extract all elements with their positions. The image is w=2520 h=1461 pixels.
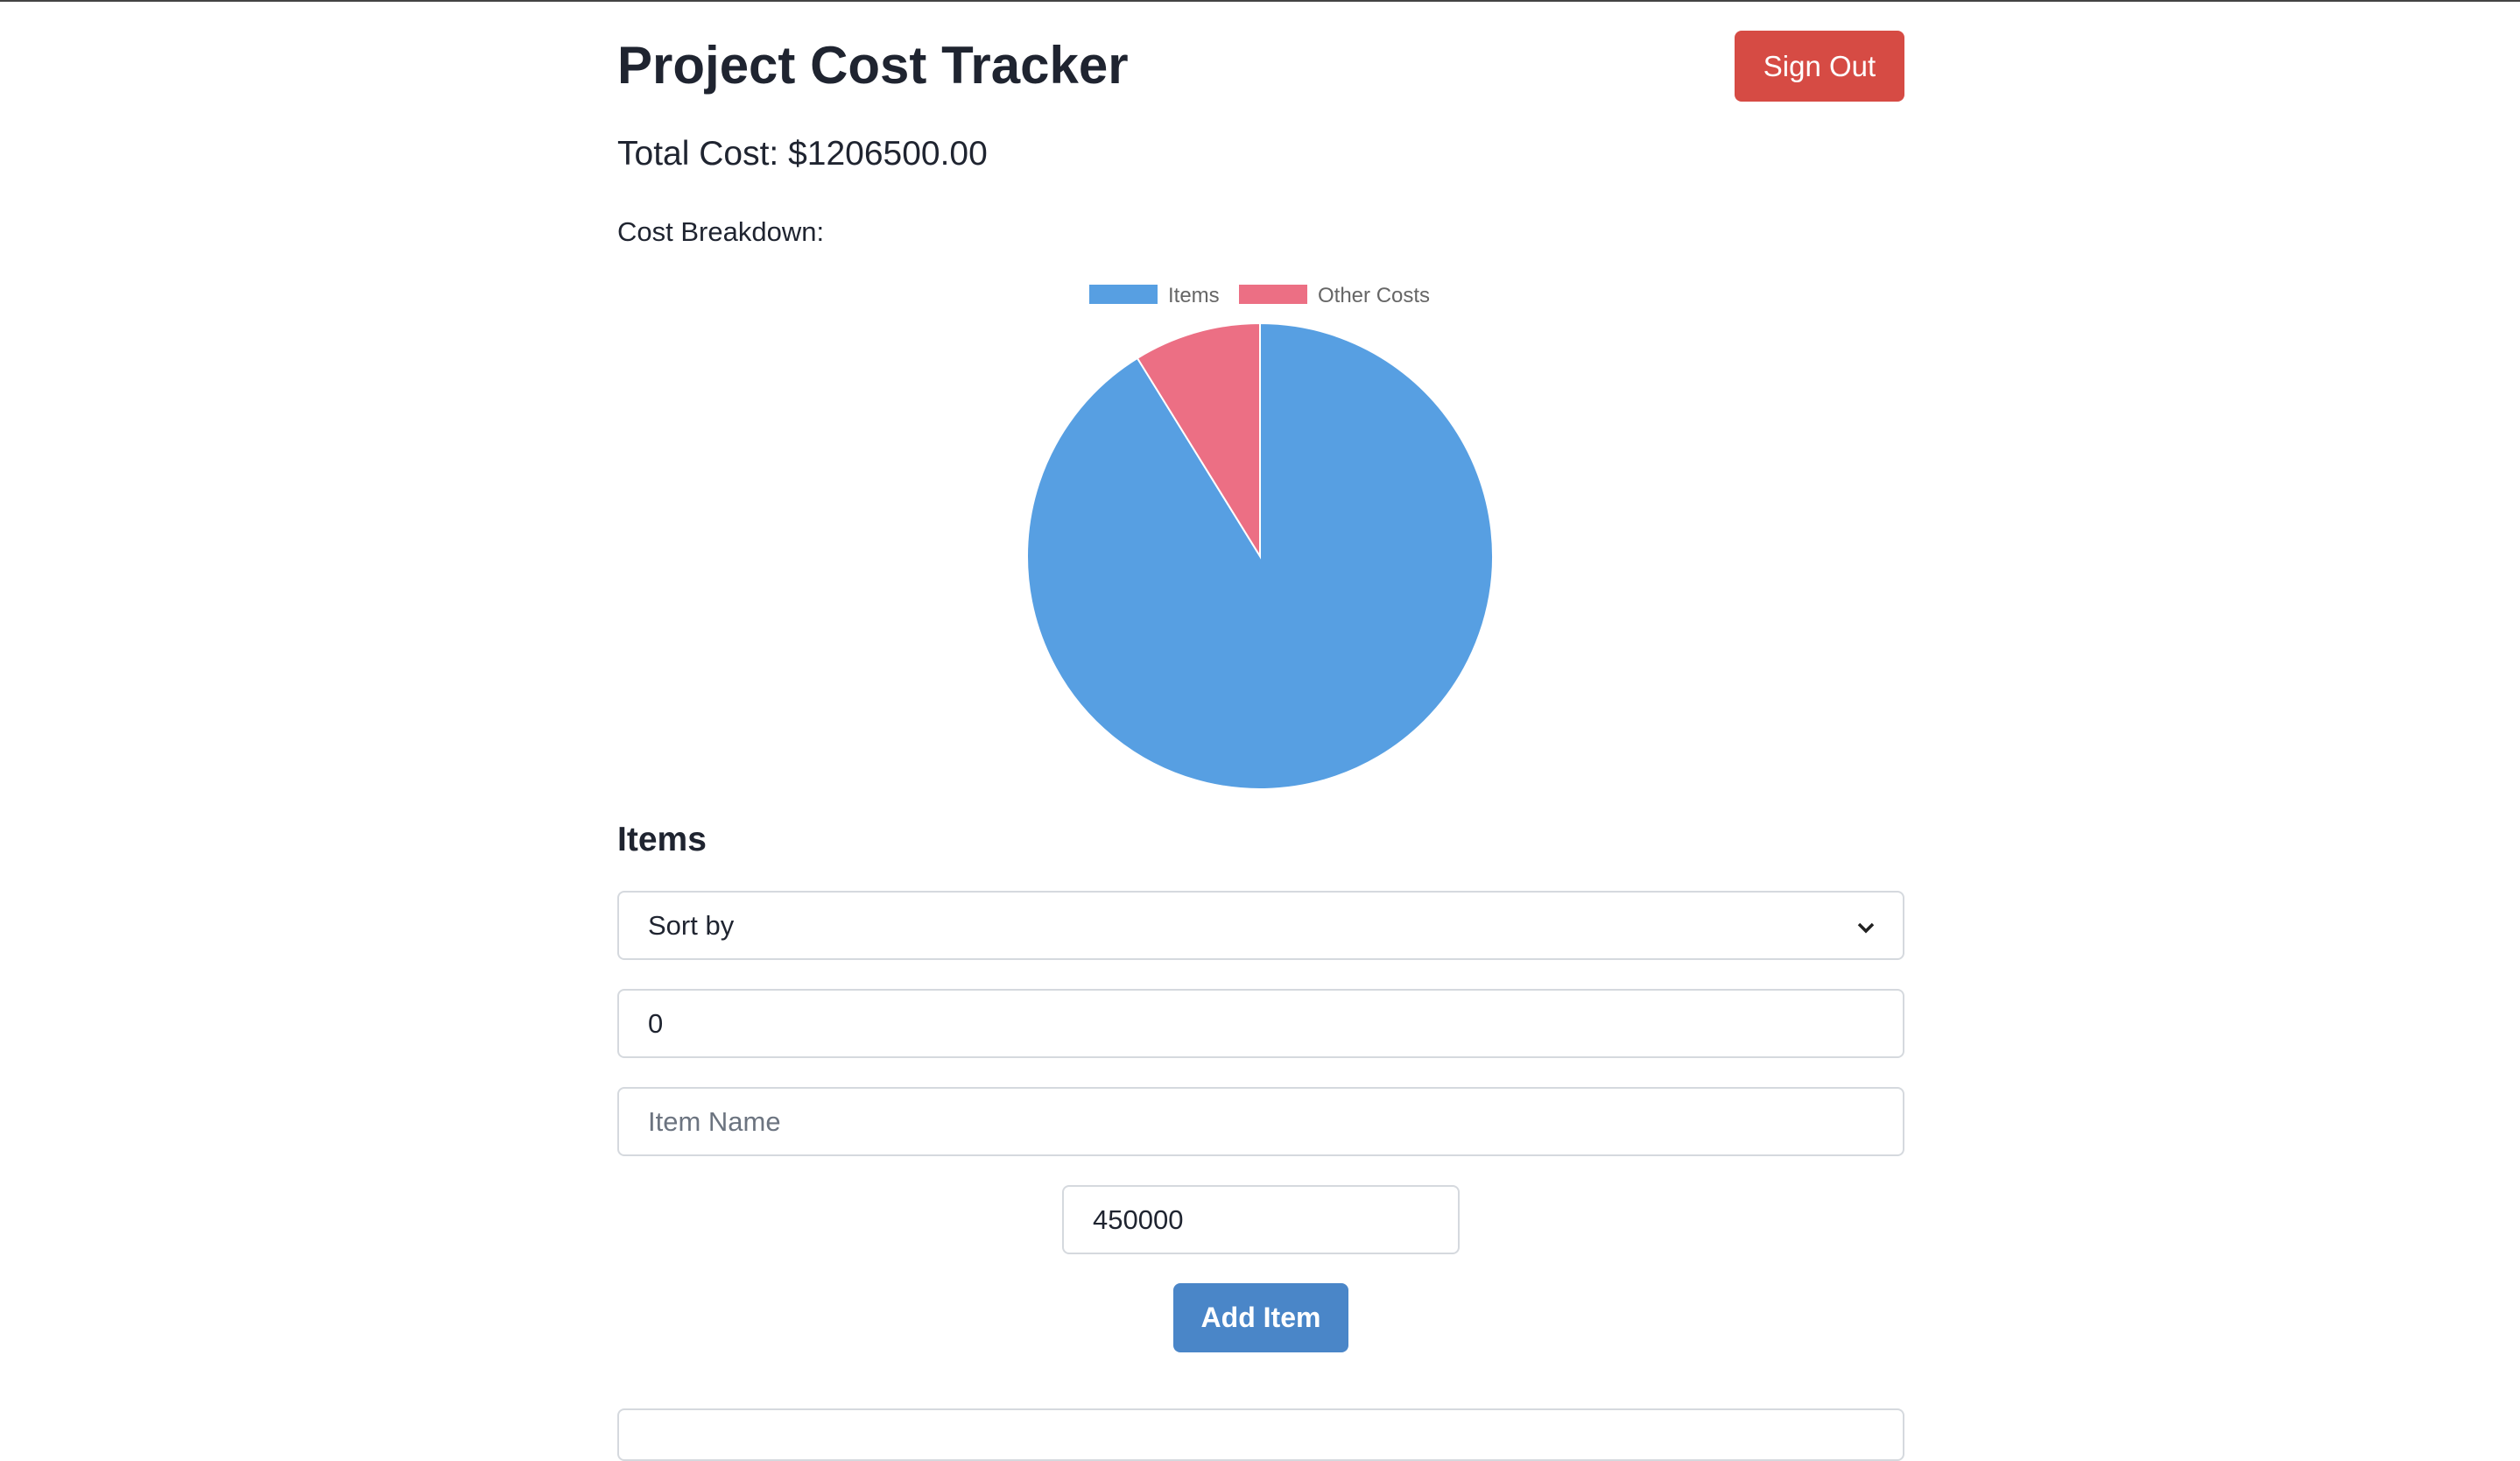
legend-swatch	[1239, 285, 1307, 304]
sign-out-button[interactable]: Sign Out	[1735, 31, 1904, 102]
chevron-icon	[1857, 922, 1875, 934]
pie-chart: Items Other Costs	[1026, 284, 1494, 790]
pie-slice	[1136, 321, 1261, 560]
legend-label: Items	[1168, 284, 1220, 307]
items-list-box	[617, 1408, 1904, 1461]
cost-input[interactable]: 450000	[1062, 1185, 1460, 1254]
quantity-input[interactable]: 0	[617, 989, 1904, 1058]
add-item-button[interactable]: Add Item	[1173, 1283, 1348, 1352]
item-name-placeholder: Item Name	[648, 1105, 781, 1137]
total-cost: Total Cost: $1206500.00	[617, 135, 988, 173]
items-heading: Items	[617, 821, 707, 858]
quantity-value: 0	[648, 1007, 664, 1039]
breakdown-label: Cost Breakdown:	[617, 216, 825, 247]
sort-select[interactable]: Sort by	[617, 891, 1904, 960]
item-name-input[interactable]: Item Name	[617, 1087, 1904, 1156]
sort-select-text: Sort by	[648, 909, 735, 941]
legend-swatch	[1089, 285, 1158, 304]
cost-value: 450000	[1093, 1203, 1184, 1235]
legend-label: Other Costs	[1318, 284, 1430, 307]
page-title: Project Cost Tracker	[617, 36, 1129, 95]
